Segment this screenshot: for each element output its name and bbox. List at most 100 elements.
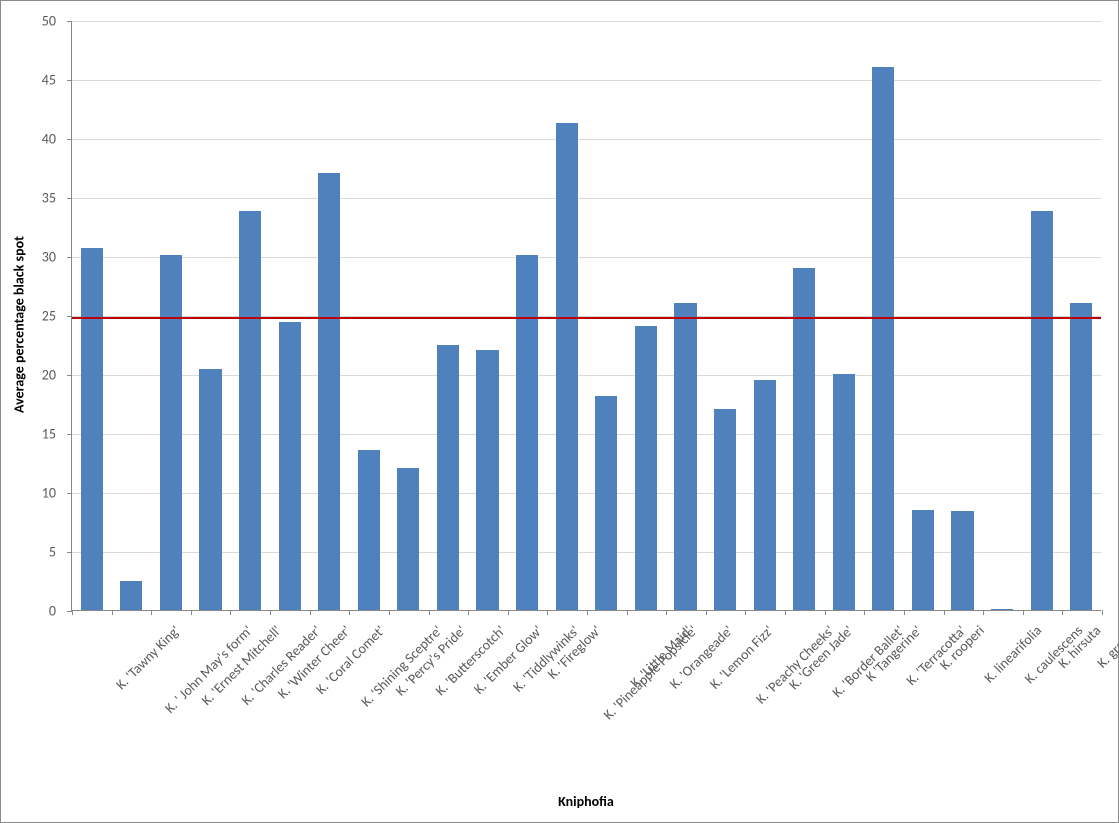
bar-slot	[705, 21, 745, 610]
bar	[318, 173, 340, 610]
y-tick-label: 10	[42, 485, 56, 502]
bar-slot	[547, 21, 587, 610]
bar	[1031, 211, 1053, 610]
bar-slot	[784, 21, 824, 610]
y-tick-label: 35	[42, 190, 56, 207]
bar	[81, 248, 103, 610]
y-tick-label: 40	[42, 131, 56, 148]
x-tick	[825, 610, 826, 615]
plot-area	[71, 21, 1101, 611]
bar-slot	[270, 21, 310, 610]
bar-slot	[72, 21, 112, 610]
x-tick	[270, 610, 271, 615]
x-tick	[904, 610, 905, 615]
y-tick-label: 0	[49, 603, 56, 620]
y-tick-label: 30	[42, 249, 56, 266]
bar-slot	[468, 21, 508, 610]
x-tick	[429, 610, 430, 615]
bar-slot	[1061, 21, 1101, 610]
bar-slot	[428, 21, 468, 610]
x-axis-title: Kniphofia	[71, 793, 1101, 810]
bar-slot	[389, 21, 429, 610]
bar	[635, 326, 657, 610]
bars-group	[72, 21, 1101, 610]
bar	[358, 450, 380, 610]
bar-slot	[864, 21, 904, 610]
bar	[595, 396, 617, 610]
bar	[160, 255, 182, 610]
y-tick	[67, 493, 72, 494]
bar-slot	[112, 21, 152, 610]
x-tick	[230, 610, 231, 615]
y-tick-label: 20	[42, 367, 56, 384]
bar	[556, 123, 578, 610]
bar	[714, 409, 736, 610]
y-tick-label: 45	[42, 72, 56, 89]
bar	[833, 374, 855, 610]
bar-slot	[943, 21, 983, 610]
x-tick	[785, 610, 786, 615]
bar	[872, 67, 894, 610]
bar-slot	[666, 21, 706, 610]
bar-slot	[349, 21, 389, 610]
bar-slot	[309, 21, 349, 610]
x-tick	[389, 610, 390, 615]
y-tick-label: 5	[49, 544, 56, 561]
bar-slot	[745, 21, 785, 610]
bar-slot	[230, 21, 270, 610]
y-tick	[67, 552, 72, 553]
x-tick	[310, 610, 311, 615]
bar	[1070, 303, 1092, 610]
x-tick	[706, 610, 707, 615]
bar	[912, 510, 934, 610]
bar-slot	[1022, 21, 1062, 610]
y-tick	[67, 198, 72, 199]
y-tick-label: 15	[42, 426, 56, 443]
bar	[991, 609, 1013, 610]
reference-line	[72, 317, 1101, 319]
bar-slot	[626, 21, 666, 610]
bar	[279, 322, 301, 610]
bar	[437, 345, 459, 611]
y-tick	[67, 375, 72, 376]
bar-slot	[982, 21, 1022, 610]
y-tick	[67, 434, 72, 435]
x-tick	[983, 610, 984, 615]
x-tick	[72, 610, 73, 615]
y-axis-labels: 05101520253035404550	[1, 21, 64, 611]
y-tick	[67, 80, 72, 81]
x-tick	[508, 610, 509, 615]
bar-slot	[151, 21, 191, 610]
bar	[397, 468, 419, 610]
x-tick	[468, 610, 469, 615]
x-tick	[349, 610, 350, 615]
bar	[754, 380, 776, 610]
x-tick	[547, 610, 548, 615]
bar-slot	[507, 21, 547, 610]
x-tick	[745, 610, 746, 615]
x-tick	[627, 610, 628, 615]
x-tick	[191, 610, 192, 615]
x-tick	[587, 610, 588, 615]
x-tick	[1062, 610, 1063, 615]
x-tick	[864, 610, 865, 615]
bar	[120, 581, 142, 611]
y-tick	[67, 257, 72, 258]
bar	[951, 511, 973, 610]
y-tick-label: 25	[42, 308, 56, 325]
bar	[674, 303, 696, 610]
x-tick	[151, 610, 152, 615]
bar-slot	[824, 21, 864, 610]
x-tick	[666, 610, 667, 615]
chart-container: Average percentage black spot 0510152025…	[0, 0, 1119, 823]
x-tick	[1023, 610, 1024, 615]
x-tick	[112, 610, 113, 615]
bar	[476, 350, 498, 610]
bar	[199, 369, 221, 610]
bar-slot	[191, 21, 231, 610]
bar	[239, 211, 261, 610]
bar-slot	[587, 21, 627, 610]
x-tick	[944, 610, 945, 615]
x-axis-labels: K. 'Tawny King'K. ' John May's form'K. '…	[71, 616, 1101, 776]
y-tick	[67, 139, 72, 140]
